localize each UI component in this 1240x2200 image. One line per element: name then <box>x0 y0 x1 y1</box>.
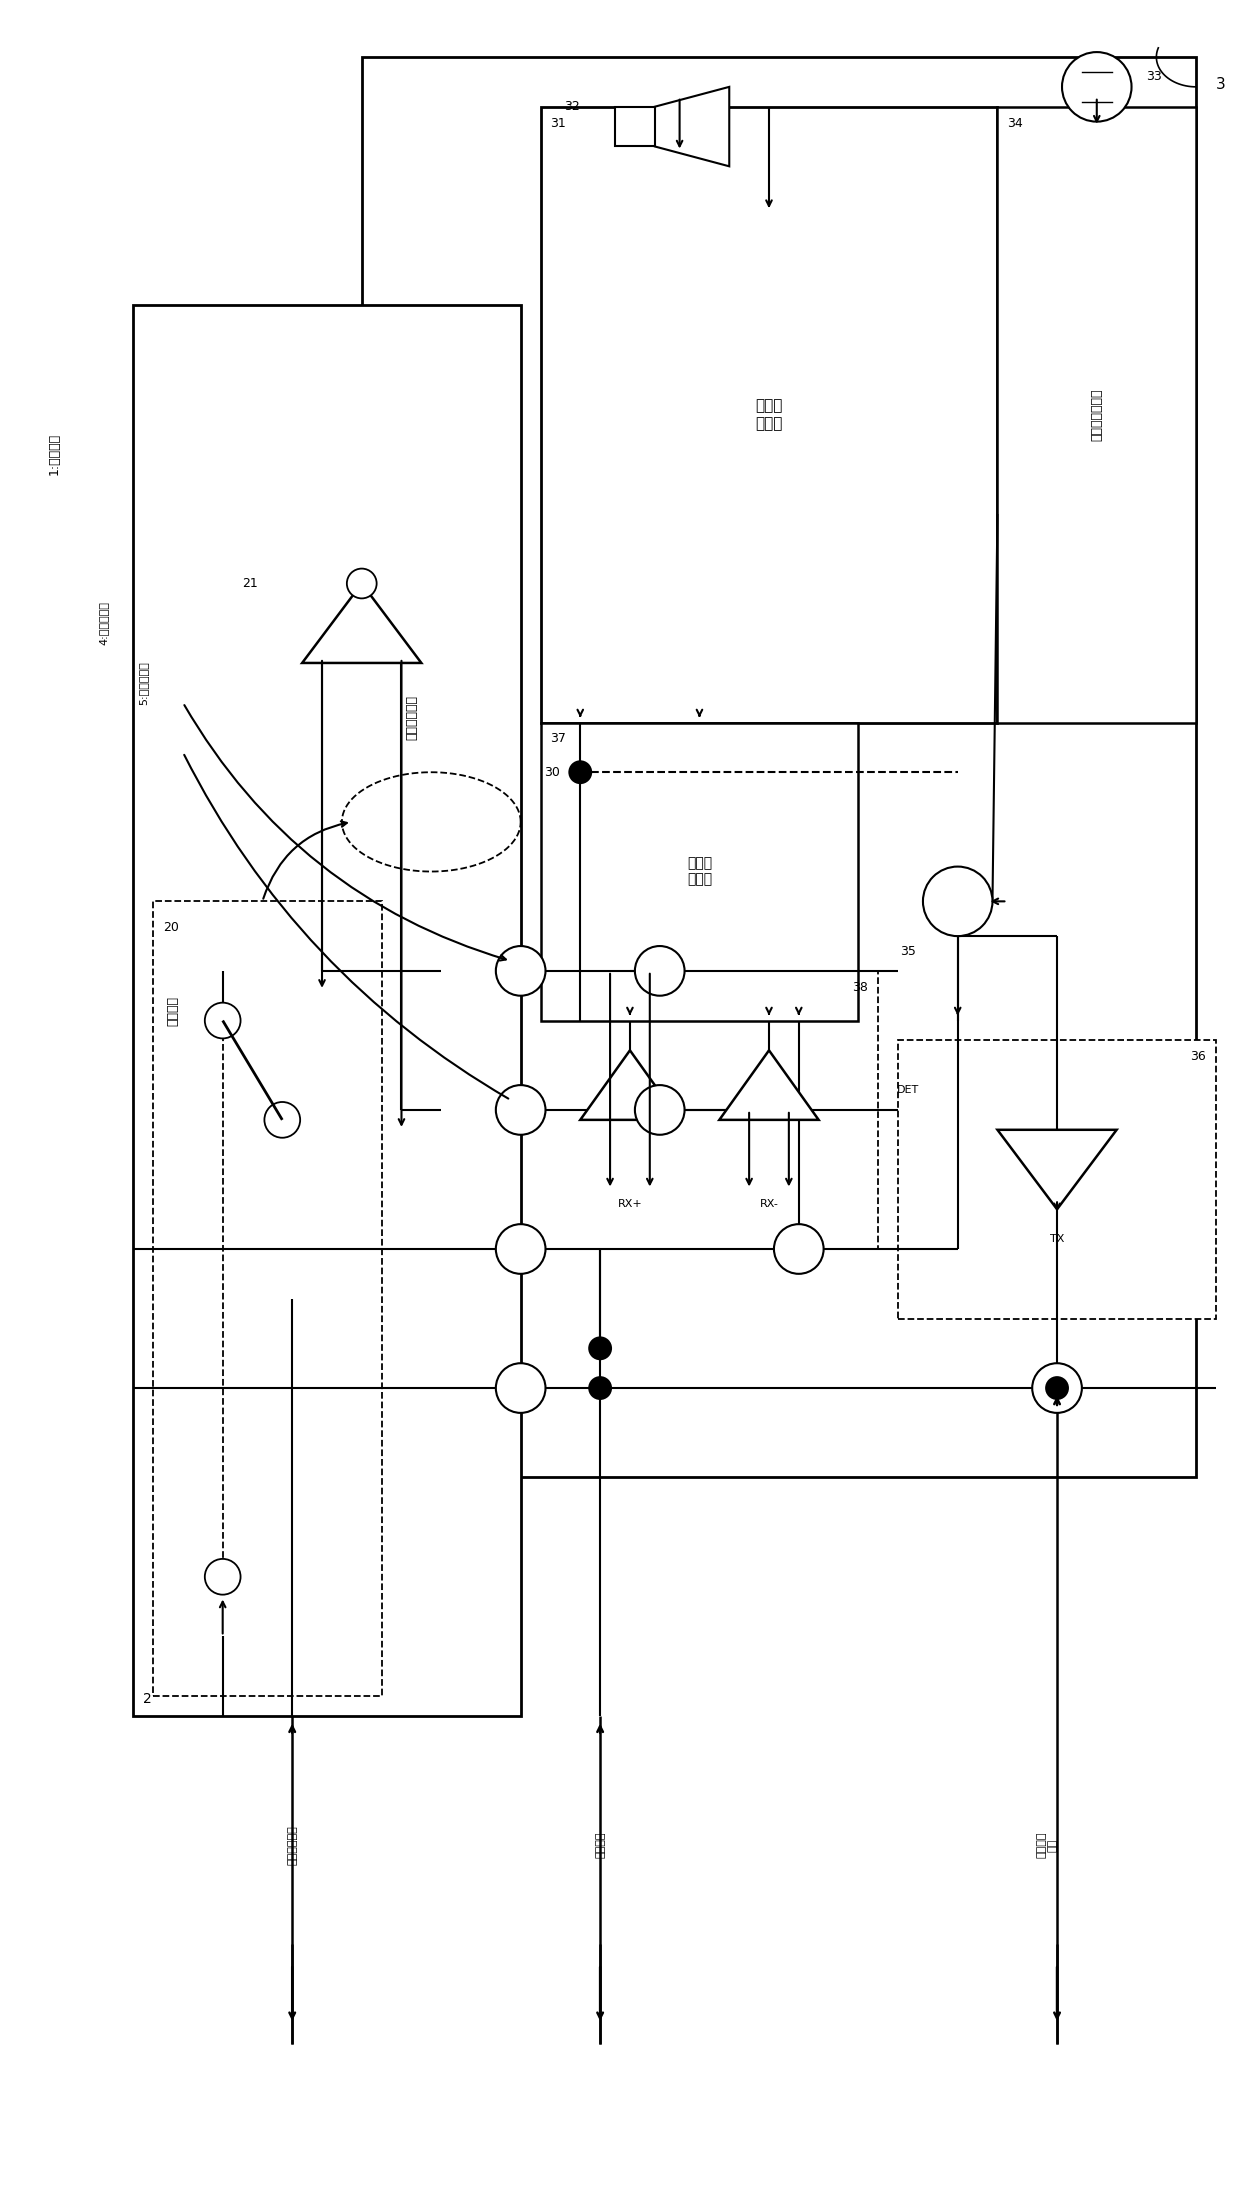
Text: 确定信号: 确定信号 <box>595 1833 605 1859</box>
Text: 5:第二信号线: 5:第二信号线 <box>138 660 149 704</box>
Text: 21: 21 <box>243 576 258 590</box>
Polygon shape <box>580 1049 680 1120</box>
Text: 35: 35 <box>900 944 916 957</box>
Circle shape <box>347 568 377 598</box>
Bar <box>521 970 878 1250</box>
Bar <box>615 108 655 147</box>
Bar <box>898 1041 1216 1318</box>
Text: 37: 37 <box>551 733 567 746</box>
Text: 2: 2 <box>144 1692 153 1705</box>
Text: 1:通知系统: 1:通知系统 <box>47 433 61 475</box>
Text: 32: 32 <box>564 101 580 112</box>
Polygon shape <box>719 1049 818 1120</box>
Bar <box>997 108 1197 722</box>
Circle shape <box>923 867 992 937</box>
Text: 语音处理单元: 语音处理单元 <box>405 695 418 739</box>
Circle shape <box>205 1560 241 1595</box>
Circle shape <box>588 1377 613 1399</box>
Circle shape <box>635 1085 684 1135</box>
Bar <box>133 306 521 1716</box>
Circle shape <box>588 1335 613 1360</box>
Text: RX-: RX- <box>760 1199 779 1210</box>
Text: 20: 20 <box>164 922 179 935</box>
Polygon shape <box>655 86 729 167</box>
Circle shape <box>205 1003 241 1038</box>
Circle shape <box>774 1223 823 1274</box>
Polygon shape <box>997 1131 1117 1210</box>
Text: 30: 30 <box>544 766 560 779</box>
Text: 4:第一信号线: 4:第一信号线 <box>98 601 108 645</box>
Text: 36: 36 <box>1190 1049 1207 1063</box>
Circle shape <box>635 946 684 997</box>
Bar <box>541 722 858 1021</box>
Text: 语音处
理模块: 语音处 理模块 <box>755 398 782 431</box>
Text: 断线检
测模块: 断线检 测模块 <box>687 856 712 887</box>
Text: RX+: RX+ <box>618 1199 642 1210</box>
Polygon shape <box>303 583 422 662</box>
Circle shape <box>496 1085 546 1135</box>
Circle shape <box>1032 1364 1081 1412</box>
Circle shape <box>1045 1377 1069 1399</box>
Circle shape <box>1061 53 1132 121</box>
Text: 33: 33 <box>1147 70 1162 84</box>
Text: 高频波生成模块: 高频波生成模块 <box>1090 389 1104 440</box>
Text: DET: DET <box>897 1085 919 1096</box>
Circle shape <box>264 1102 300 1137</box>
Text: TX: TX <box>1050 1234 1064 1243</box>
Bar <box>154 902 382 1696</box>
Text: 发送声音
信号: 发送声音 信号 <box>1037 1833 1058 1859</box>
Circle shape <box>496 946 546 997</box>
Bar <box>541 108 997 722</box>
Circle shape <box>568 761 593 783</box>
Text: 34: 34 <box>1007 117 1023 130</box>
Circle shape <box>496 1223 546 1274</box>
Text: 接收声音信号: 接收声音信号 <box>288 1826 298 1866</box>
Text: 3: 3 <box>1216 77 1225 92</box>
Circle shape <box>496 1364 546 1412</box>
Text: 31: 31 <box>551 117 567 130</box>
Bar <box>362 57 1197 1478</box>
Text: 外部单元: 外部单元 <box>166 997 180 1025</box>
Text: 38: 38 <box>852 981 868 994</box>
